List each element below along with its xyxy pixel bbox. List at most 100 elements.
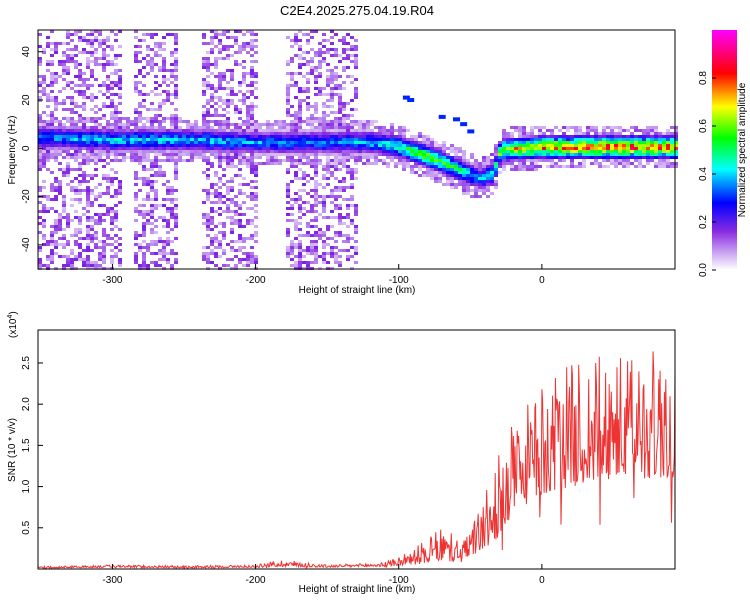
spectrogram-cell xyxy=(354,108,358,111)
x-tick-label: 0 xyxy=(539,575,545,586)
spectrogram-cell xyxy=(290,264,294,267)
spectrogram-cell xyxy=(38,96,42,99)
spectrogram-cell xyxy=(418,132,422,135)
spectrogram-cell xyxy=(334,129,338,132)
spectrogram-cell xyxy=(114,33,118,36)
spectrogram-cell xyxy=(58,102,62,105)
spectrogram-cell xyxy=(314,183,318,186)
spectrogram-cell xyxy=(150,69,154,72)
spectrogram-cell xyxy=(58,153,62,156)
spectrogram-cell xyxy=(138,162,142,165)
spectrogram-cell xyxy=(342,180,346,183)
spectrogram-cell xyxy=(258,153,262,156)
spectrogram-cell xyxy=(374,126,378,129)
spectrogram-cell xyxy=(466,165,470,168)
spectrogram-cell xyxy=(326,216,330,219)
spectrogram-cell xyxy=(342,216,346,219)
spectrogram-cell xyxy=(110,60,114,63)
spectrogram-cell xyxy=(638,162,642,165)
spectrogram-cell xyxy=(70,48,74,51)
spectrogram-cell xyxy=(462,156,466,159)
spectrogram-cell xyxy=(202,138,206,141)
spectrogram-cell xyxy=(350,237,354,240)
spectrogram-cell xyxy=(254,204,258,207)
spectrogram-cell xyxy=(494,174,498,177)
spectrogram-cell xyxy=(442,171,446,174)
spectrogram-cell xyxy=(174,216,178,219)
spectrogram-cell xyxy=(330,87,334,90)
spectrogram-cell xyxy=(606,150,610,153)
spectrogram-cell xyxy=(642,165,646,168)
spectrogram-cell xyxy=(386,165,390,168)
spectrogram-cell xyxy=(346,54,350,57)
spectrogram-cell xyxy=(226,102,230,105)
spectrogram-cell xyxy=(234,123,238,126)
spectrogram-cell xyxy=(670,135,674,138)
spectrogram-cell xyxy=(222,30,226,33)
spectrogram-cell xyxy=(510,165,514,168)
spectrogram-cell xyxy=(206,102,210,105)
spectrogram-cell xyxy=(138,150,142,153)
spectrogram-cell xyxy=(402,156,406,159)
spectrogram-cell xyxy=(98,33,102,36)
spectrogram-cell xyxy=(46,144,50,147)
spectrogram-cell xyxy=(622,129,626,132)
spectrogram-cell xyxy=(94,96,98,99)
spectrogram-cell xyxy=(330,72,334,75)
spectrogram-cell xyxy=(54,186,58,189)
spectrogram-cell xyxy=(338,84,342,87)
spectrogram-cell xyxy=(294,264,298,267)
spectrogram-cell xyxy=(66,213,70,216)
spectrogram-cell xyxy=(562,126,566,129)
spectrogram-cell xyxy=(78,219,82,222)
spectrogram-cell xyxy=(214,111,218,114)
spectrogram-cell xyxy=(634,150,638,153)
spectrogram-cell xyxy=(106,126,110,129)
spectrogram-cell xyxy=(298,168,302,171)
spectrogram-cell xyxy=(618,144,622,147)
spectrogram-cell xyxy=(166,33,170,36)
spectrogram-cell xyxy=(170,156,174,159)
spectrogram-cell xyxy=(474,177,478,180)
spectrogram-cell xyxy=(82,39,86,42)
spectrogram-cell xyxy=(154,129,158,132)
spectrogram-cell xyxy=(66,84,70,87)
spectrogram-cell xyxy=(214,120,218,123)
spectrogram-cell xyxy=(218,120,222,123)
spectrogram-cell xyxy=(158,45,162,48)
spectrogram-cell xyxy=(306,102,310,105)
spectrogram-cell xyxy=(646,138,650,141)
spectrogram-cell xyxy=(54,219,58,222)
spectrogram-cell xyxy=(314,258,318,261)
spectrogram-cell xyxy=(358,144,362,147)
spectrogram-cell xyxy=(178,132,182,135)
spectrogram-cell xyxy=(134,90,138,93)
spectrogram-cell xyxy=(562,165,566,168)
spectrogram-cell xyxy=(234,204,238,207)
spectrogram-cell xyxy=(666,156,670,159)
spectrogram-cell xyxy=(322,120,326,123)
spectrogram-cell xyxy=(86,225,90,228)
spectrogram-cell xyxy=(142,105,146,108)
spectrogram-cell xyxy=(218,246,222,249)
spectrogram-cell xyxy=(74,111,78,114)
spectrogram-cell xyxy=(106,54,110,57)
spectrogram-cell xyxy=(134,123,138,126)
spectrogram-cell xyxy=(326,126,330,129)
spectrogram-cell xyxy=(302,201,306,204)
spectrogram-cell xyxy=(206,258,210,261)
spectrogram-cell xyxy=(306,192,310,195)
spectrogram-cell xyxy=(350,60,354,63)
spectrogram-cell xyxy=(602,165,606,168)
spectrogram-cell xyxy=(606,153,610,156)
spectrogram-cell xyxy=(170,198,174,201)
spectrogram-cell xyxy=(86,228,90,231)
spectrogram-cell xyxy=(202,129,206,132)
spectrogram-cell xyxy=(174,93,178,96)
spectrogram-cell xyxy=(110,99,114,102)
spectrogram-cell xyxy=(286,219,290,222)
spectrogram-cell xyxy=(158,168,162,171)
spectrogram-cell xyxy=(206,123,210,126)
spectrogram-cell xyxy=(134,36,138,39)
spectrogram-cell xyxy=(606,141,610,144)
